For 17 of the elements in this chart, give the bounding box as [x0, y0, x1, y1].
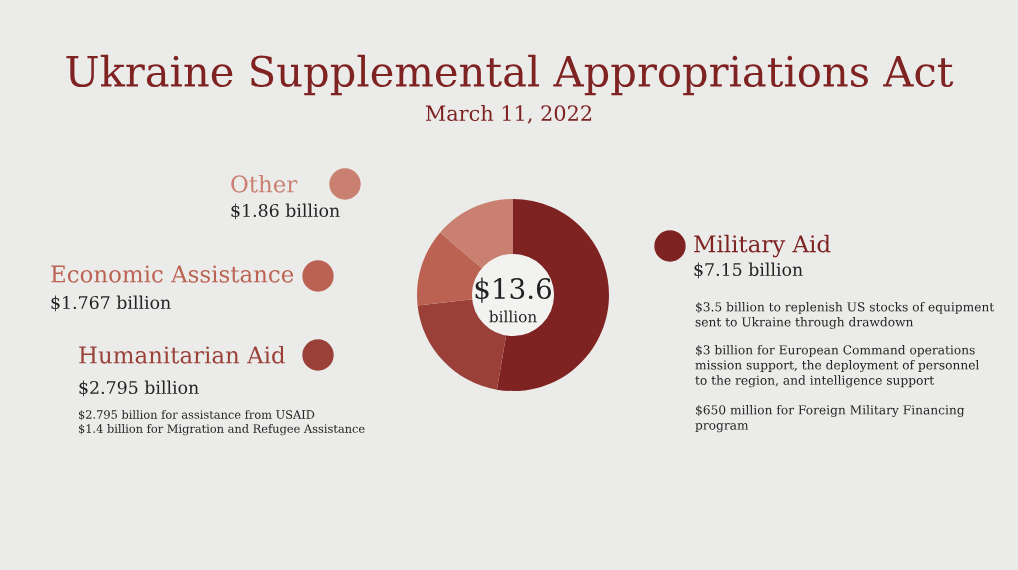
legend-label: Other — [231, 174, 298, 193]
slice-label: Military Aid — [694, 234, 831, 258]
text: $3 billion for European Command operations mission support, the deployment of personnel to the region, and intelligence support — [695, 345, 980, 388]
donut-slice — [440, 199, 513, 269]
chart-subtitle: March 11, 2022 — [425, 104, 592, 124]
data-label: $1.767 billion — [51, 295, 171, 312]
legend-label: Humanitarian Aid — [79, 345, 285, 364]
data-label: $2.795 billion — [79, 380, 199, 397]
text: $3.5 billion to replenish US stocks of equipment sent to Ukraine through drawdown — [695, 302, 995, 330]
data-label: $1.86 billion — [231, 203, 340, 220]
text: $650 million for Foreign Military Financing program — [695, 405, 965, 433]
text: $13.6 — [475, 277, 552, 303]
chart-title: Ukraine Supplemental Appropriations Act — [66, 54, 954, 96]
text: billion — [489, 310, 537, 323]
legend-label: Economic Assistance — [51, 265, 294, 283]
text: $2.795 billion for assistance from USAID $1.4 billion for Migration and Refugee Assistance — [78, 410, 365, 436]
data-label: $7.15 billion — [694, 262, 803, 279]
